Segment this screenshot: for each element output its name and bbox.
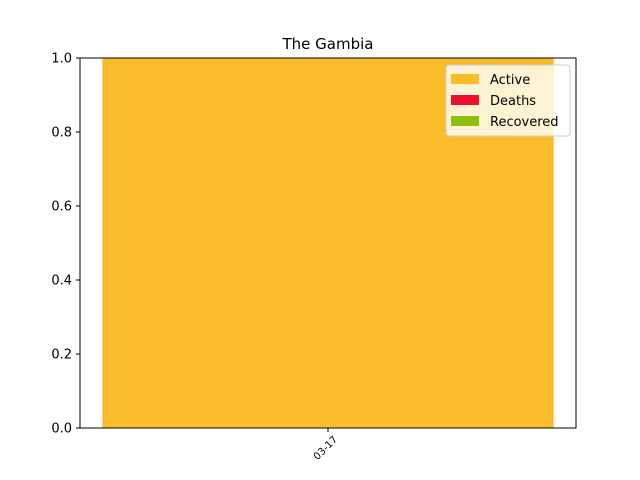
legend-swatch-deaths bbox=[451, 95, 479, 105]
x-axis: 03-17 bbox=[312, 428, 340, 463]
legend-label-deaths: Deaths bbox=[490, 94, 536, 109]
y-tick-label: 0.6 bbox=[51, 200, 72, 215]
y-tick-label: 0.0 bbox=[51, 422, 72, 437]
legend: Active Deaths Recovered bbox=[445, 64, 571, 137]
y-axis: 0.0 0.2 0.4 0.6 0.8 1.0 bbox=[51, 52, 80, 437]
legend-label-recovered: Recovered bbox=[490, 115, 559, 130]
chart-title: The Gambia bbox=[282, 35, 374, 53]
y-tick-label: 0.2 bbox=[51, 348, 72, 363]
legend-label-active: Active bbox=[490, 73, 530, 88]
legend-swatch-recovered bbox=[451, 116, 479, 126]
y-tick-label: 1.0 bbox=[51, 52, 72, 67]
y-tick-label: 0.4 bbox=[51, 274, 72, 289]
y-tick-label: 0.8 bbox=[51, 126, 72, 141]
legend-swatch-active bbox=[451, 74, 479, 84]
x-tick-label: 03-17 bbox=[312, 434, 340, 462]
